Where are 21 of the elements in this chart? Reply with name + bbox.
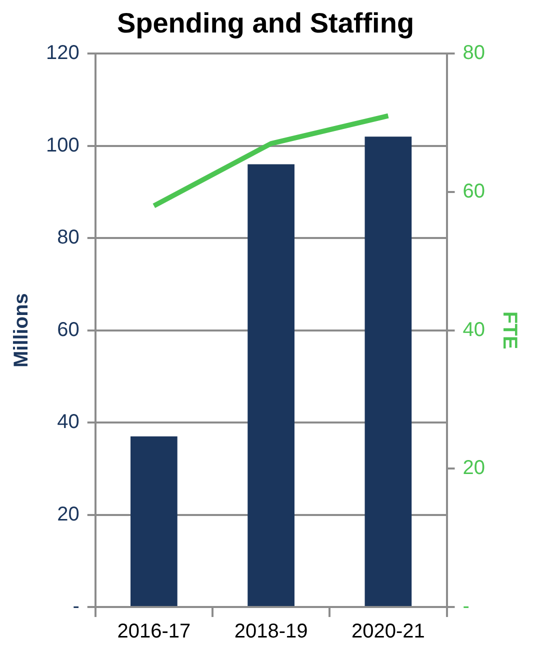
chart-title: Spending and Staffing [116, 8, 414, 39]
y2-tick-label: 80 [462, 42, 486, 64]
y-tick-label: 20 [57, 503, 80, 526]
y-tick-label: 40 [57, 411, 80, 434]
y-tick-label: - [72, 596, 80, 618]
x-tick-label: 2018-19 [234, 620, 308, 643]
y-tick-label: 120 [46, 42, 80, 64]
y2-tick-label: 40 [462, 318, 486, 341]
y-tick-label: 60 [57, 318, 80, 341]
y-axis-title: Millions [10, 293, 33, 368]
y-tick-label: 80 [57, 226, 80, 249]
bar [248, 164, 294, 606]
x-tick-label: 2016-17 [117, 620, 191, 643]
y2-tick-label: 20 [462, 457, 486, 480]
x-tick-label: 2020-21 [351, 620, 425, 643]
bar [364, 136, 412, 606]
y2-tick-label: - [462, 596, 470, 618]
y2-tick-label: 60 [462, 180, 486, 202]
y-tick-label: 100 [46, 134, 80, 156]
y2-axis-title: FTE [498, 311, 520, 350]
bar [130, 436, 178, 606]
